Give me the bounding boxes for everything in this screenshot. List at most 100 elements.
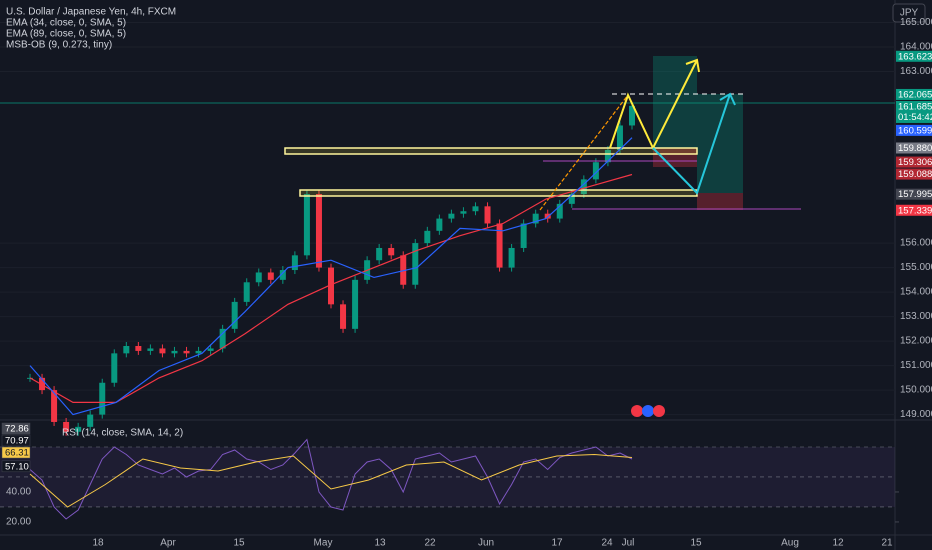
candle (460, 211, 467, 214)
rsi-line (29, 438, 633, 520)
candle (412, 243, 419, 285)
candle (243, 282, 250, 302)
candle (484, 206, 491, 224)
candle (99, 382, 106, 415)
event-flags (631, 405, 665, 417)
candle (508, 247, 515, 268)
trend-arrow (539, 94, 629, 211)
candle (219, 328, 226, 349)
arrowhead (685, 58, 700, 73)
time-label: 17 (551, 538, 563, 549)
candle (231, 301, 238, 329)
candle (580, 179, 587, 195)
price-tag (896, 50, 932, 62)
candle (544, 213, 551, 219)
rsi-tick-label: 40.00 (6, 487, 31, 498)
currency[interactable]: JPY (900, 8, 919, 19)
candle (400, 255, 407, 285)
price-tick-label: 151.000 (900, 360, 932, 371)
price-tag (896, 188, 932, 200)
candle (328, 267, 334, 305)
candle (532, 213, 539, 224)
candle (616, 125, 623, 150)
candle (147, 348, 154, 351)
rsi-title: RSI (14, close, SMA, 14, 2) (62, 428, 183, 439)
symbol-title: U.S. Dollar / Japanese Yen, 4h, FXCM (6, 7, 176, 18)
rsi-pane (0, 420, 895, 535)
rsi-ma (29, 453, 633, 508)
price-tick-label: 154.000 (900, 287, 932, 298)
price-tick-label: 150.000 (900, 385, 932, 396)
rsi-tag (1, 434, 31, 447)
projection-path (609, 59, 698, 151)
candle (255, 272, 262, 283)
candle (448, 213, 455, 219)
candle (123, 345, 130, 354)
arrowhead (719, 92, 736, 106)
rsi-tag (1, 460, 31, 473)
time-label: 21 (881, 538, 893, 549)
price-tag (896, 88, 932, 100)
time-label: Apr (160, 538, 176, 549)
price-tick-label: 149.000 (900, 409, 932, 420)
price-tick-label: 153.000 (900, 311, 932, 322)
price-tick-label: 155.000 (900, 262, 932, 273)
candle (159, 348, 166, 354)
price-tag-label: 159.088 (898, 169, 932, 180)
price-tag-label: 163.623 (898, 51, 932, 62)
price-tag (896, 168, 932, 180)
ema-34 (29, 137, 633, 416)
candle (135, 345, 142, 351)
time-label: May (314, 538, 333, 549)
rsi-tick-label: 20.00 (6, 517, 31, 528)
time-label: 24 (601, 538, 613, 549)
candle (629, 105, 635, 126)
time-label: 12 (832, 538, 844, 549)
rsi-tag-label: 57.10 (5, 461, 29, 472)
price-tag-label: 162.065 (898, 89, 932, 100)
projection-path (652, 93, 731, 195)
time-label: Jul (622, 538, 635, 549)
indicator: MSB-OB (9, 0.273, tiny) (6, 40, 112, 51)
price-tick-label: 164.000 (900, 42, 932, 53)
price-tag (896, 156, 932, 168)
price-tag-label: 160.599 (898, 125, 932, 136)
currency-button[interactable] (892, 3, 926, 23)
candle (436, 218, 443, 231)
time-label: 15 (233, 538, 245, 549)
candle (291, 255, 298, 271)
candle (39, 377, 46, 391)
price-tag (896, 142, 932, 154)
price-tag (896, 204, 932, 216)
indicator: EMA (89, close, 0, SMA, 5) (6, 29, 126, 40)
candle (520, 223, 527, 248)
time-label: 15 (690, 538, 702, 549)
candle (472, 206, 479, 212)
countdown: 01:54:42 (898, 112, 932, 123)
price-tag (896, 100, 932, 123)
candle (207, 348, 214, 351)
candle (604, 149, 611, 163)
price-tick-label: 152.000 (900, 336, 932, 347)
candle (87, 414, 94, 427)
candle (63, 421, 70, 432)
candle (352, 279, 359, 329)
resistance-box (284, 147, 698, 155)
price-tag-label: 157.339 (898, 205, 932, 216)
time-label: 22 (424, 538, 436, 549)
price-tag-label: 161.685 (898, 101, 932, 112)
candle (424, 230, 431, 244)
candle (388, 247, 395, 256)
candle (75, 426, 82, 432)
candle (51, 390, 58, 422)
price-tick-label: 165.000 (900, 17, 932, 28)
price-tick-label: 163.000 (900, 66, 932, 77)
long-stop-zone (697, 193, 743, 210)
rsi-tag-label: 66.31 (5, 448, 29, 459)
price-tick-label: 156.000 (900, 238, 932, 249)
rsi-tag-label: 72.86 (5, 424, 29, 435)
candle (496, 223, 503, 268)
ema-89 (29, 173, 633, 403)
long-stop-zone (653, 148, 697, 167)
